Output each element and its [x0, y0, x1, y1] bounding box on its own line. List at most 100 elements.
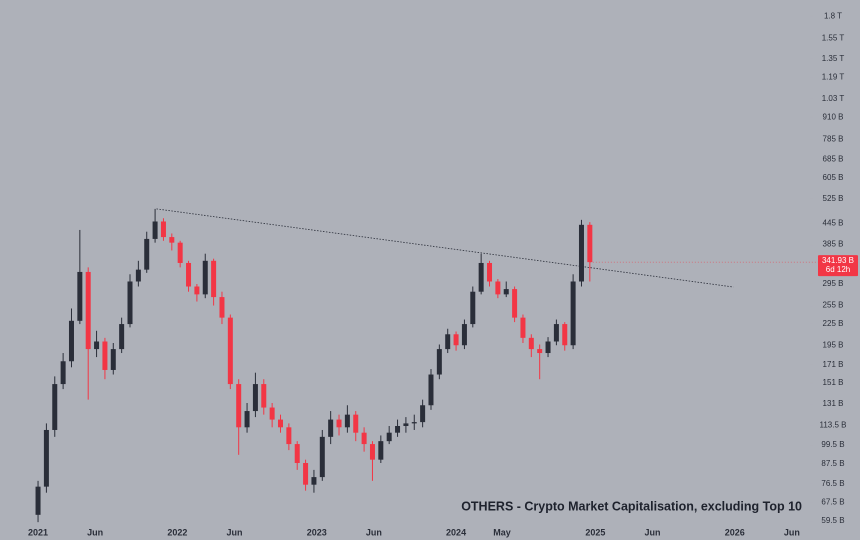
- y-tick-label: 76.5 B: [821, 479, 844, 488]
- candle-body: [336, 419, 342, 428]
- y-tick-label: 131 B: [823, 399, 844, 408]
- y-tick-label: 151 B: [823, 378, 844, 387]
- chart-title: OTHERS - Crypto Market Capitalisation, e…: [461, 499, 802, 513]
- candle-body: [428, 374, 434, 406]
- candle-body: [411, 422, 417, 424]
- candle-body: [403, 423, 409, 426]
- candle-body: [294, 444, 300, 463]
- candle-body: [211, 260, 217, 298]
- y-tick-label: 605 B: [823, 173, 844, 182]
- y-tick-label: 445 B: [823, 218, 844, 227]
- candle-body: [77, 271, 83, 321]
- y-tick-label: 1.8 T: [824, 11, 842, 20]
- y-tick-label: 1.03 T: [822, 94, 845, 103]
- y-tick-label: 1.35 T: [822, 54, 845, 63]
- candle-body: [252, 384, 258, 412]
- candle-body: [261, 384, 267, 408]
- candle-body: [244, 411, 250, 428]
- x-tick-label: Jun: [87, 527, 103, 537]
- candle-body: [311, 477, 317, 485]
- candle-body: [110, 349, 116, 370]
- candle-body: [453, 334, 459, 346]
- y-tick-label: 87.5 B: [821, 459, 844, 468]
- x-tick-label: Jun: [366, 527, 382, 537]
- candle-body: [127, 281, 133, 325]
- candle-body: [160, 221, 166, 238]
- candle-body: [578, 224, 584, 282]
- candle-body: [537, 349, 543, 354]
- candle-body: [303, 462, 309, 485]
- candle-body: [570, 281, 576, 346]
- candle-body: [236, 384, 242, 428]
- y-tick-label: 1.55 T: [822, 34, 845, 43]
- candle-body: [194, 286, 200, 295]
- y-tick-label: 785 B: [823, 134, 844, 143]
- candle-body: [562, 324, 568, 346]
- x-tick-label: 2022: [167, 527, 187, 537]
- candle-body: [60, 361, 66, 385]
- candle-body: [286, 427, 292, 445]
- candle-body: [35, 486, 41, 515]
- y-tick-label: 225 B: [823, 319, 844, 328]
- candle-body: [495, 281, 501, 295]
- candle-body: [186, 262, 192, 287]
- candle-body: [436, 349, 442, 375]
- x-tick-label: Jun: [784, 527, 800, 537]
- candle-body: [378, 441, 384, 460]
- candle-body: [68, 320, 74, 362]
- candle-body: [177, 242, 183, 263]
- candle-body: [344, 414, 350, 428]
- y-tick-label: 255 B: [823, 301, 844, 310]
- y-tick-label: 295 B: [823, 279, 844, 288]
- candle-body: [319, 436, 325, 478]
- candle-body: [445, 334, 451, 350]
- candle-body: [52, 384, 58, 430]
- candle-body: [135, 269, 141, 282]
- y-tick-label: 910 B: [823, 112, 844, 121]
- y-tick-label: 99.5 B: [821, 440, 844, 449]
- y-tick-label: 67.5 B: [821, 497, 844, 506]
- candle-body: [94, 341, 100, 350]
- candle-body: [587, 224, 593, 263]
- x-tick-label: 2026: [725, 527, 745, 537]
- y-tick-label: 1.19 T: [822, 73, 845, 82]
- candle-body: [144, 238, 150, 270]
- x-tick-label: 2025: [585, 527, 605, 537]
- y-tick-label: 685 B: [823, 154, 844, 163]
- candle-body: [487, 262, 493, 282]
- candle-body: [420, 405, 426, 423]
- candle-body: [328, 419, 334, 437]
- candle-body: [520, 317, 526, 338]
- candle-body: [545, 341, 551, 354]
- y-tick-label: 195 B: [823, 340, 844, 349]
- x-tick-label: 2024: [446, 527, 466, 537]
- candle-body: [503, 289, 509, 295]
- candle-body: [470, 291, 476, 325]
- candle-body: [386, 432, 392, 442]
- candle-body: [169, 237, 175, 243]
- candle-body: [553, 324, 559, 342]
- last-price-tag: [818, 255, 858, 277]
- trend-line: [156, 208, 734, 288]
- candle-body: [102, 341, 108, 370]
- candle-body: [202, 260, 208, 295]
- y-tick-label: 113.5 B: [820, 420, 847, 429]
- candle-body: [353, 414, 359, 433]
- x-tick-label: May: [493, 527, 511, 537]
- candle-body: [461, 324, 467, 346]
- candle-body: [512, 289, 518, 318]
- last-price-label: 341.93 B: [822, 256, 854, 265]
- candle-body: [85, 271, 91, 350]
- candle-body: [478, 262, 484, 292]
- candle-body: [227, 317, 233, 385]
- x-tick-label: 2023: [307, 527, 327, 537]
- candle-body: [395, 425, 401, 433]
- candle-body: [119, 324, 125, 350]
- x-tick-label: 2021: [28, 527, 48, 537]
- y-tick-label: 171 B: [823, 360, 844, 369]
- candle-body: [152, 221, 158, 239]
- y-tick-label: 385 B: [823, 240, 844, 249]
- candle-body: [361, 432, 367, 445]
